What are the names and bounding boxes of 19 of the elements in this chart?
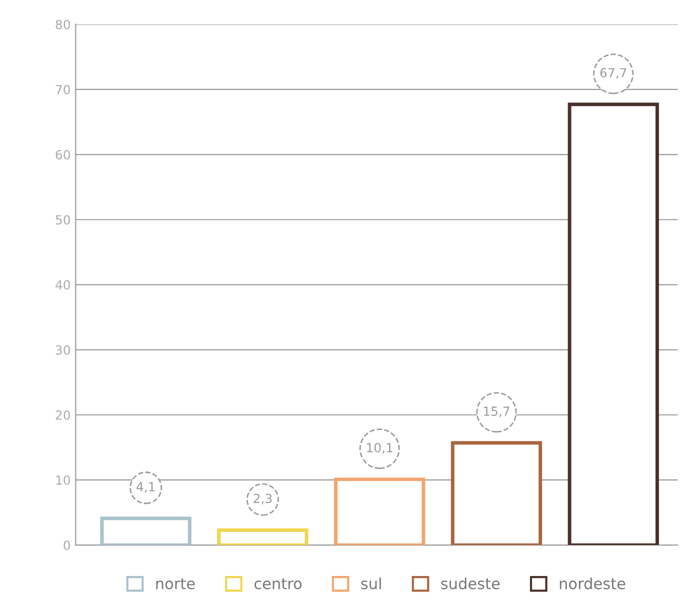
y-tick-label: 20	[56, 410, 70, 420]
legend-label: sudeste	[441, 577, 500, 590]
y-tick-label: 60	[56, 150, 70, 160]
legend-label: sul	[361, 577, 381, 590]
y-tick-label: 10	[56, 475, 70, 485]
y-tick-label: 80	[56, 20, 70, 30]
y-tick-label: 0	[64, 540, 70, 550]
legend-label: norte	[156, 578, 195, 590]
y-tick-label: 70	[56, 84, 70, 94]
y-tick-label: 30	[56, 345, 70, 355]
data-label: 15,7	[484, 406, 510, 418]
data-label: 10,1	[367, 442, 392, 454]
data-label: 4,1	[136, 482, 155, 493]
legend-label: centro	[254, 578, 302, 590]
data-label: 67,7	[600, 68, 626, 79]
y-tick-label: 50	[56, 215, 70, 225]
y-tick-label: 40	[56, 280, 70, 290]
legend-label: nordeste	[560, 577, 626, 590]
data-label: 2,3	[254, 494, 272, 504]
